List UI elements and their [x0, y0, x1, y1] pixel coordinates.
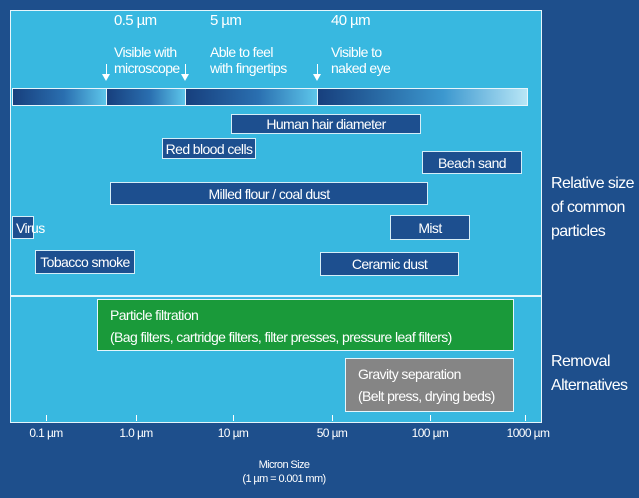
axis-title: Micron Size (1 µm = 0.001 mm): [242, 458, 326, 486]
marker-size-0-5: 0.5 µm: [114, 12, 157, 29]
particle-bar-mist: Mist: [390, 215, 470, 240]
scale-segment-2: [106, 88, 186, 106]
side-label-particles-line2: of common: [551, 199, 625, 216]
axis-tick-100: [430, 415, 431, 421]
marker-arrow-40: [313, 74, 321, 81]
axis-tick-10: [233, 415, 234, 421]
scale-segment-1: [12, 88, 107, 106]
marker-desc-line2-0-5: microscope: [114, 60, 180, 76]
axis-label-50: 50 µm: [316, 426, 348, 440]
particle-bar-beach-sand: Beach sand: [422, 151, 522, 174]
filtration-title: Particle filtration: [110, 307, 199, 323]
scale-segment-3: [185, 88, 318, 106]
side-label-particles-line3: particles: [551, 223, 606, 240]
side-label-particles: Relative size of common particles: [551, 172, 635, 244]
particle-bar-ceramic-dust: Ceramic dust: [320, 252, 459, 276]
marker-size-5: 5 µm: [210, 12, 242, 29]
particle-bar-red-blood-cells: Red blood cells: [162, 138, 256, 159]
axis-label-1: 1.0 µm: [119, 426, 153, 440]
marker-desc-line2-40: naked eye: [331, 60, 391, 76]
marker-arrow-5: [181, 74, 189, 81]
scale-segment-4: [317, 88, 528, 106]
particle-bar-tobacco-smoke: Tobacco smoke: [35, 250, 135, 274]
side-label-removal-line2: Alternatives: [551, 377, 628, 394]
marker-desc-line1-40: Visible to: [331, 44, 382, 60]
particle-bar-human-hair: Human hair diameter: [231, 114, 421, 134]
marker-desc-line1-0-5: Visible with: [114, 44, 177, 60]
marker-arrow-line-0-5: [106, 64, 107, 75]
side-label-particles-line1: Relative size: [551, 175, 635, 192]
section-divider: [10, 295, 541, 297]
axis-label-0-1: 0.1 µm: [29, 426, 63, 440]
marker-arrow-line-40: [317, 64, 318, 75]
side-label-removal-line1: Removal: [551, 353, 611, 370]
gravity-title: Gravity separation: [358, 366, 461, 382]
axis-tick-0-1: [46, 415, 47, 421]
axis-title-line2: (1 µm = 0.001 mm): [242, 473, 326, 485]
marker-desc-line1-5: Able to feel: [210, 44, 273, 60]
axis-tick-50: [332, 415, 333, 421]
axis-title-line1: Micron Size: [258, 459, 310, 471]
removal-gravity-separation: Gravity separation (Belt press, drying b…: [345, 358, 514, 412]
axis-label-10: 10 µm: [217, 426, 249, 440]
marker-arrow-0-5: [102, 74, 110, 81]
marker-desc-line2-5: with fingertips: [210, 60, 287, 76]
marker-size-40: 40 µm: [331, 12, 371, 29]
removal-particle-filtration: Particle filtration (Bag filters, cartri…: [97, 299, 514, 351]
particle-bar-milled-flour: Milled flour / coal dust: [110, 182, 428, 205]
gravity-detail: (Belt press, drying beds): [358, 388, 495, 404]
particle-bar-virus: Virus: [12, 216, 45, 239]
axis-tick-1: [136, 415, 137, 421]
axis-label-1000: 1000 µm: [506, 426, 550, 440]
axis-label-100: 100 µm: [411, 426, 449, 440]
axis-tick-1000: [525, 415, 526, 421]
marker-arrow-line-5: [185, 64, 186, 75]
side-label-removal: Removal Alternatives: [551, 350, 628, 398]
filtration-detail: (Bag filters, cartridge filters, filter …: [110, 329, 452, 345]
